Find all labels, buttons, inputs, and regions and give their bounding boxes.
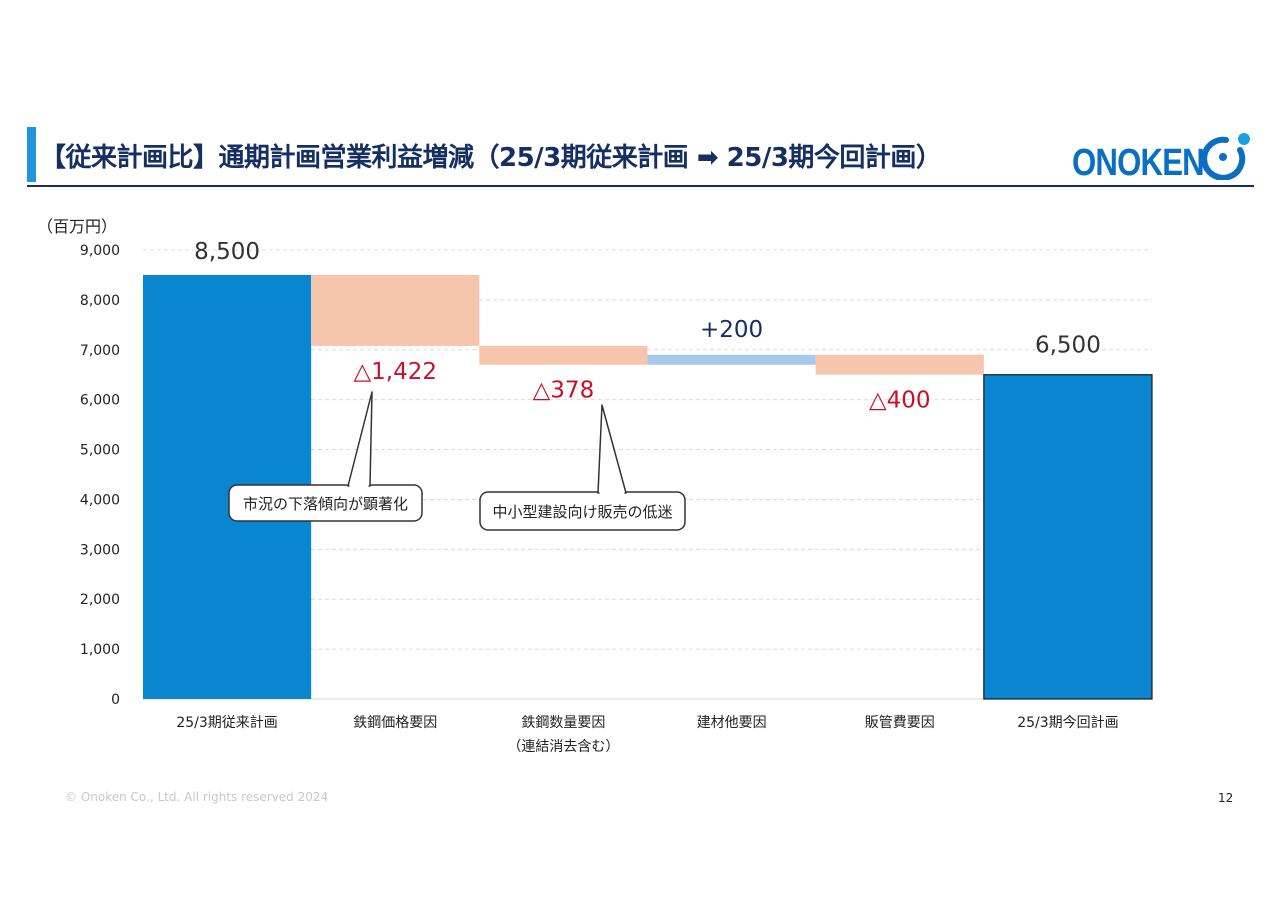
- bar-value-label: △400: [869, 388, 931, 414]
- y-tick-label: 7,000: [80, 343, 120, 359]
- title-accent-bar: [27, 127, 36, 182]
- x-category-label: 鉄鋼数量要因: [521, 715, 605, 731]
- logo-wordmark: ONOKEN: [1072, 142, 1205, 184]
- bar-total: [983, 374, 1153, 700]
- company-logo: ONOKEN: [1072, 128, 1254, 184]
- y-tick-label: 4,000: [80, 492, 120, 508]
- bar-value-label: +200: [700, 317, 763, 343]
- callout-text: 市況の下落傾向が顕著化: [243, 495, 408, 513]
- x-category-label: 鉄鋼価格要因: [353, 715, 437, 731]
- x-category-label: 25/3期従来計画: [176, 715, 277, 731]
- bar-decrease: [311, 274, 480, 346]
- title-underline: [27, 185, 1254, 187]
- bar-value-label: △378: [533, 378, 595, 404]
- x-category-sublabel: （連結消去含む）: [507, 739, 619, 755]
- x-category-label: 25/3期今回計画: [1017, 715, 1118, 731]
- callout-pointer: [597, 404, 627, 494]
- callout-box: [228, 484, 423, 522]
- bar-value-label: 8,500: [194, 239, 260, 265]
- page-title: 【従来計画比】通期計画営業利益増減（25/3期従来計画 ➡ 25/3期今回計画）: [40, 143, 942, 173]
- bar-increase: [647, 354, 816, 365]
- y-tick-label: 2,000: [80, 592, 120, 608]
- callout-pointer: [347, 391, 373, 487]
- bar-value-label: △1,422: [353, 359, 437, 385]
- x-category-label: 販管費要因: [865, 715, 935, 731]
- x-category-label: 建材他要因: [697, 715, 767, 731]
- page-number: 12: [1218, 791, 1234, 805]
- y-tick-label: 5,000: [80, 443, 120, 459]
- y-tick-label: 0: [111, 692, 120, 708]
- bar-value-label: 6,500: [1035, 333, 1101, 359]
- y-tick-label: 9,000: [80, 243, 120, 259]
- bar-decrease: [815, 354, 984, 375]
- y-tick-label: 3,000: [80, 542, 120, 558]
- y-axis-unit-label: （百万円）: [37, 217, 118, 236]
- y-tick-label: 6,000: [80, 393, 120, 409]
- logo-mark-icon: [1201, 133, 1250, 180]
- callout-text: 中小型建設向け販売の低迷: [492, 503, 672, 521]
- callout-box: [479, 491, 686, 531]
- y-tick-label: 8,000: [80, 293, 120, 309]
- bar-decrease: [479, 345, 648, 365]
- copyright-text: © Onoken Co., Ltd. All rights reserved 2…: [65, 790, 329, 804]
- y-tick-label: 1,000: [80, 642, 120, 658]
